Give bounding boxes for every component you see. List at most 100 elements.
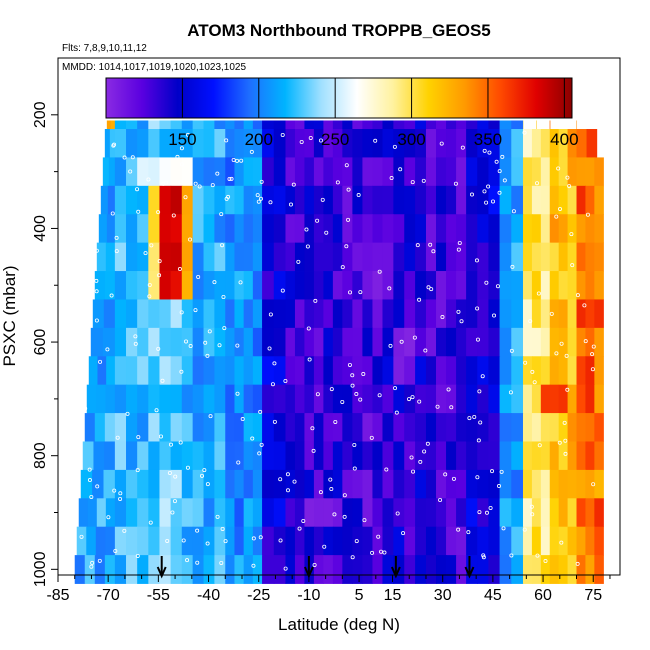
- sample-point: [523, 360, 528, 365]
- heatmap-cell: [159, 242, 172, 272]
- heatmap-cell: [181, 129, 194, 158]
- heatmap-cell: [362, 469, 374, 499]
- heatmap-cell: [159, 498, 172, 528]
- heatmap-cell: [114, 120, 127, 130]
- heatmap-cell: [342, 356, 353, 386]
- heatmap-cell: [585, 413, 595, 442]
- heatmap-cell: [466, 271, 478, 300]
- heatmap-cell: [531, 299, 542, 329]
- heatmap-cell: [332, 441, 343, 471]
- heatmap-cell: [203, 271, 215, 300]
- x-tick-label: 45: [484, 587, 502, 604]
- heatmap-cell: [342, 214, 353, 244]
- sample-point: [494, 159, 499, 164]
- heatmap-cell: [214, 555, 226, 584]
- heatmap-cell: [170, 327, 183, 357]
- heatmap-cell: [252, 356, 263, 386]
- sample-point: [491, 199, 496, 204]
- sample-point: [212, 280, 217, 285]
- x-tick-label: -85: [46, 587, 69, 604]
- sample-point: [280, 133, 285, 138]
- heatmap-cell: [304, 299, 315, 329]
- sample-point: [235, 391, 240, 396]
- heatmap-cell: [262, 120, 275, 130]
- sample-point: [114, 235, 119, 240]
- heatmap-cell: [558, 242, 569, 272]
- sample-point: [497, 190, 502, 195]
- sample-point: [170, 510, 175, 515]
- heatmap-cell: [148, 413, 161, 442]
- heatmap-cell: [362, 157, 374, 187]
- heatmap-cell: [225, 413, 236, 442]
- sample-point: [177, 267, 182, 272]
- heatmap-cell: [304, 526, 315, 556]
- sample-point: [125, 411, 130, 416]
- heatmap-cell: [352, 441, 364, 471]
- heatmap-cell: [576, 356, 587, 386]
- sample-point: [128, 169, 133, 174]
- heatmap-cell: [594, 185, 604, 215]
- heatmap-cell: [511, 271, 524, 300]
- heatmap-cell: [404, 469, 416, 499]
- heatmap-cell: [456, 413, 467, 442]
- sample-point: [393, 386, 398, 391]
- heatmap-cell: [499, 526, 512, 556]
- heatmap-cell: [456, 157, 467, 187]
- heatmap-cell: [446, 356, 457, 386]
- heatmap-cell: [294, 242, 306, 272]
- heatmap-cell: [446, 469, 457, 499]
- y-tick-label: 200: [32, 101, 49, 128]
- sample-point: [565, 175, 570, 180]
- heatmap-cell: [273, 129, 287, 158]
- sample-point: [310, 426, 315, 431]
- heatmap-cell: [404, 242, 416, 272]
- heatmap-cell: [273, 356, 287, 386]
- heatmap-cell: [558, 299, 569, 329]
- heatmap-cell: [323, 327, 334, 357]
- heatmap-cell: [446, 271, 457, 300]
- heatmap-cell: [436, 185, 447, 215]
- heatmap-cell: [234, 129, 245, 158]
- sample-point: [529, 504, 534, 509]
- heatmap-cell: [94, 413, 106, 442]
- heatmap-cell: [234, 356, 245, 386]
- heatmap-cell: [114, 526, 127, 556]
- sample-point: [377, 393, 382, 398]
- sample-point: [440, 315, 445, 320]
- heatmap-cell: [576, 555, 587, 584]
- sample-point: [556, 166, 561, 171]
- heatmap-cell: [225, 441, 236, 471]
- heatmap-cell: [540, 498, 551, 528]
- heatmap-cell: [159, 185, 172, 215]
- sample-point: [179, 310, 184, 315]
- heatmap-cell: [114, 555, 127, 584]
- heatmap-cell: [234, 555, 245, 584]
- heatmap-cell: [304, 242, 315, 272]
- sample-point: [313, 298, 318, 303]
- sample-point: [398, 167, 403, 172]
- heatmap-cell: [104, 441, 116, 471]
- heatmap-cell: [540, 413, 551, 442]
- heatmap-cell: [576, 441, 587, 471]
- heatmap-cell: [549, 555, 560, 584]
- heatmap-cell: [488, 413, 501, 442]
- heatmap-cell: [214, 242, 226, 272]
- heatmap-cell: [522, 299, 533, 329]
- heatmap-cell: [137, 498, 149, 528]
- sample-point: [94, 278, 99, 283]
- sample-point: [484, 510, 489, 515]
- sample-point: [477, 389, 482, 394]
- heatmap-cell: [137, 356, 149, 386]
- y-tick-label: 800: [32, 442, 49, 469]
- sample-point: [350, 383, 355, 388]
- heatmap-cell: [252, 129, 263, 158]
- heatmap-cell: [285, 327, 296, 357]
- sample-point: [208, 414, 213, 419]
- heatmap-cell: [323, 185, 334, 215]
- sample-point: [530, 369, 535, 374]
- heatmap-cell: [393, 441, 405, 471]
- heatmap-cell: [137, 271, 149, 300]
- heatmap-cell: [105, 526, 116, 556]
- sample-point: [202, 468, 207, 473]
- heatmap-cell: [92, 299, 105, 329]
